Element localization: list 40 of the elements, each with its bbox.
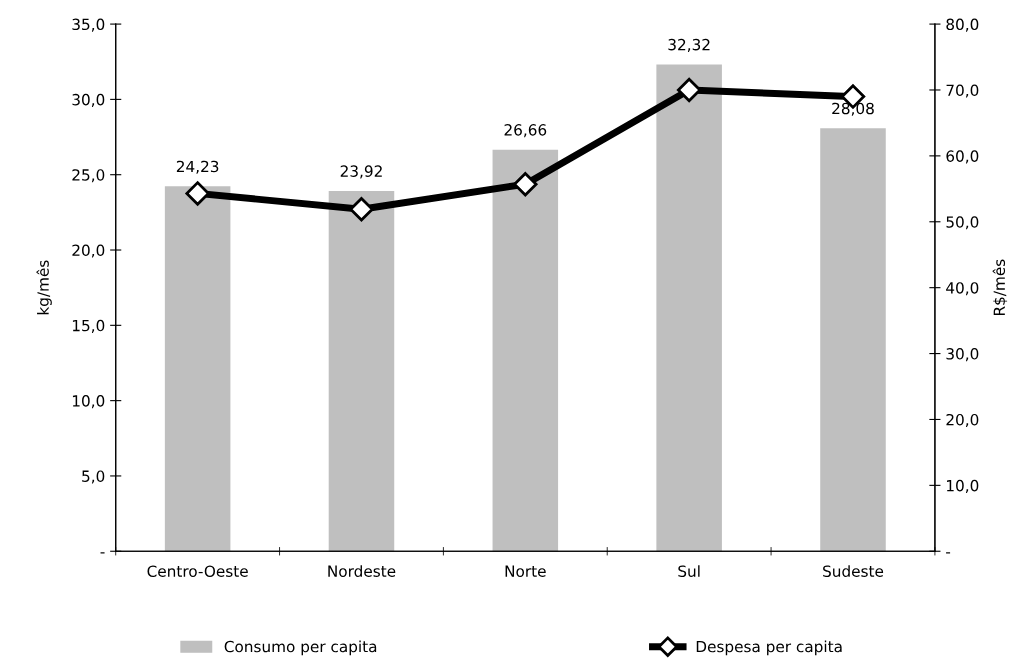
y2-axis-title: R$/mês xyxy=(992,259,1008,316)
y2-tick-label: 50,0 xyxy=(946,216,979,230)
bar xyxy=(328,190,395,552)
bar xyxy=(820,128,886,552)
data-label: 32,32 xyxy=(668,38,710,52)
y2-tick-label: 70,0 xyxy=(946,84,979,98)
y-tick-label: - xyxy=(100,552,105,554)
point xyxy=(676,77,702,103)
data-label: 23,92 xyxy=(340,165,382,179)
y2-tick-label: 60,0 xyxy=(946,150,979,164)
y-tick-label: 35,0 xyxy=(72,18,105,32)
bar xyxy=(164,186,231,552)
x-tick-label: Nordeste xyxy=(328,565,396,577)
y2-tick-label: 40,0 xyxy=(946,282,979,296)
x-tick-label: Sudeste xyxy=(823,565,884,577)
bar xyxy=(492,149,559,552)
point xyxy=(349,197,374,222)
point xyxy=(513,172,538,197)
bar xyxy=(656,64,722,552)
x-tick-label: Sul xyxy=(678,565,700,577)
data-label: 28,08 xyxy=(832,102,874,116)
y2-tick-label: 80,0 xyxy=(946,18,979,32)
y-tick-label: 25,0 xyxy=(72,169,105,183)
y2-tick-label: 30,0 xyxy=(946,348,979,362)
legend-label: Despesa per capita xyxy=(696,640,842,656)
y2-tick-label: 20,0 xyxy=(946,413,979,428)
point xyxy=(185,181,210,206)
y2-tick-label: 10,0 xyxy=(947,479,979,493)
x-tick-label: Centro-Oeste xyxy=(147,565,248,577)
legend-label: Consumo per capita xyxy=(224,640,377,656)
y-tick-label: 5,0 xyxy=(82,470,105,484)
data-label: 26,66 xyxy=(504,124,547,138)
y-tick-label: 15,0 xyxy=(72,319,105,333)
y-tick-label: 30,0 xyxy=(72,93,105,107)
x-tick-label: Norte xyxy=(505,565,546,577)
y-tick-label: 20,0 xyxy=(72,244,105,258)
y2-tick-label: - xyxy=(946,552,951,554)
data-label: 24,23 xyxy=(176,160,219,174)
y-axis-title: kg/mês xyxy=(36,260,52,315)
y-tick-label: 10,0 xyxy=(72,395,105,409)
